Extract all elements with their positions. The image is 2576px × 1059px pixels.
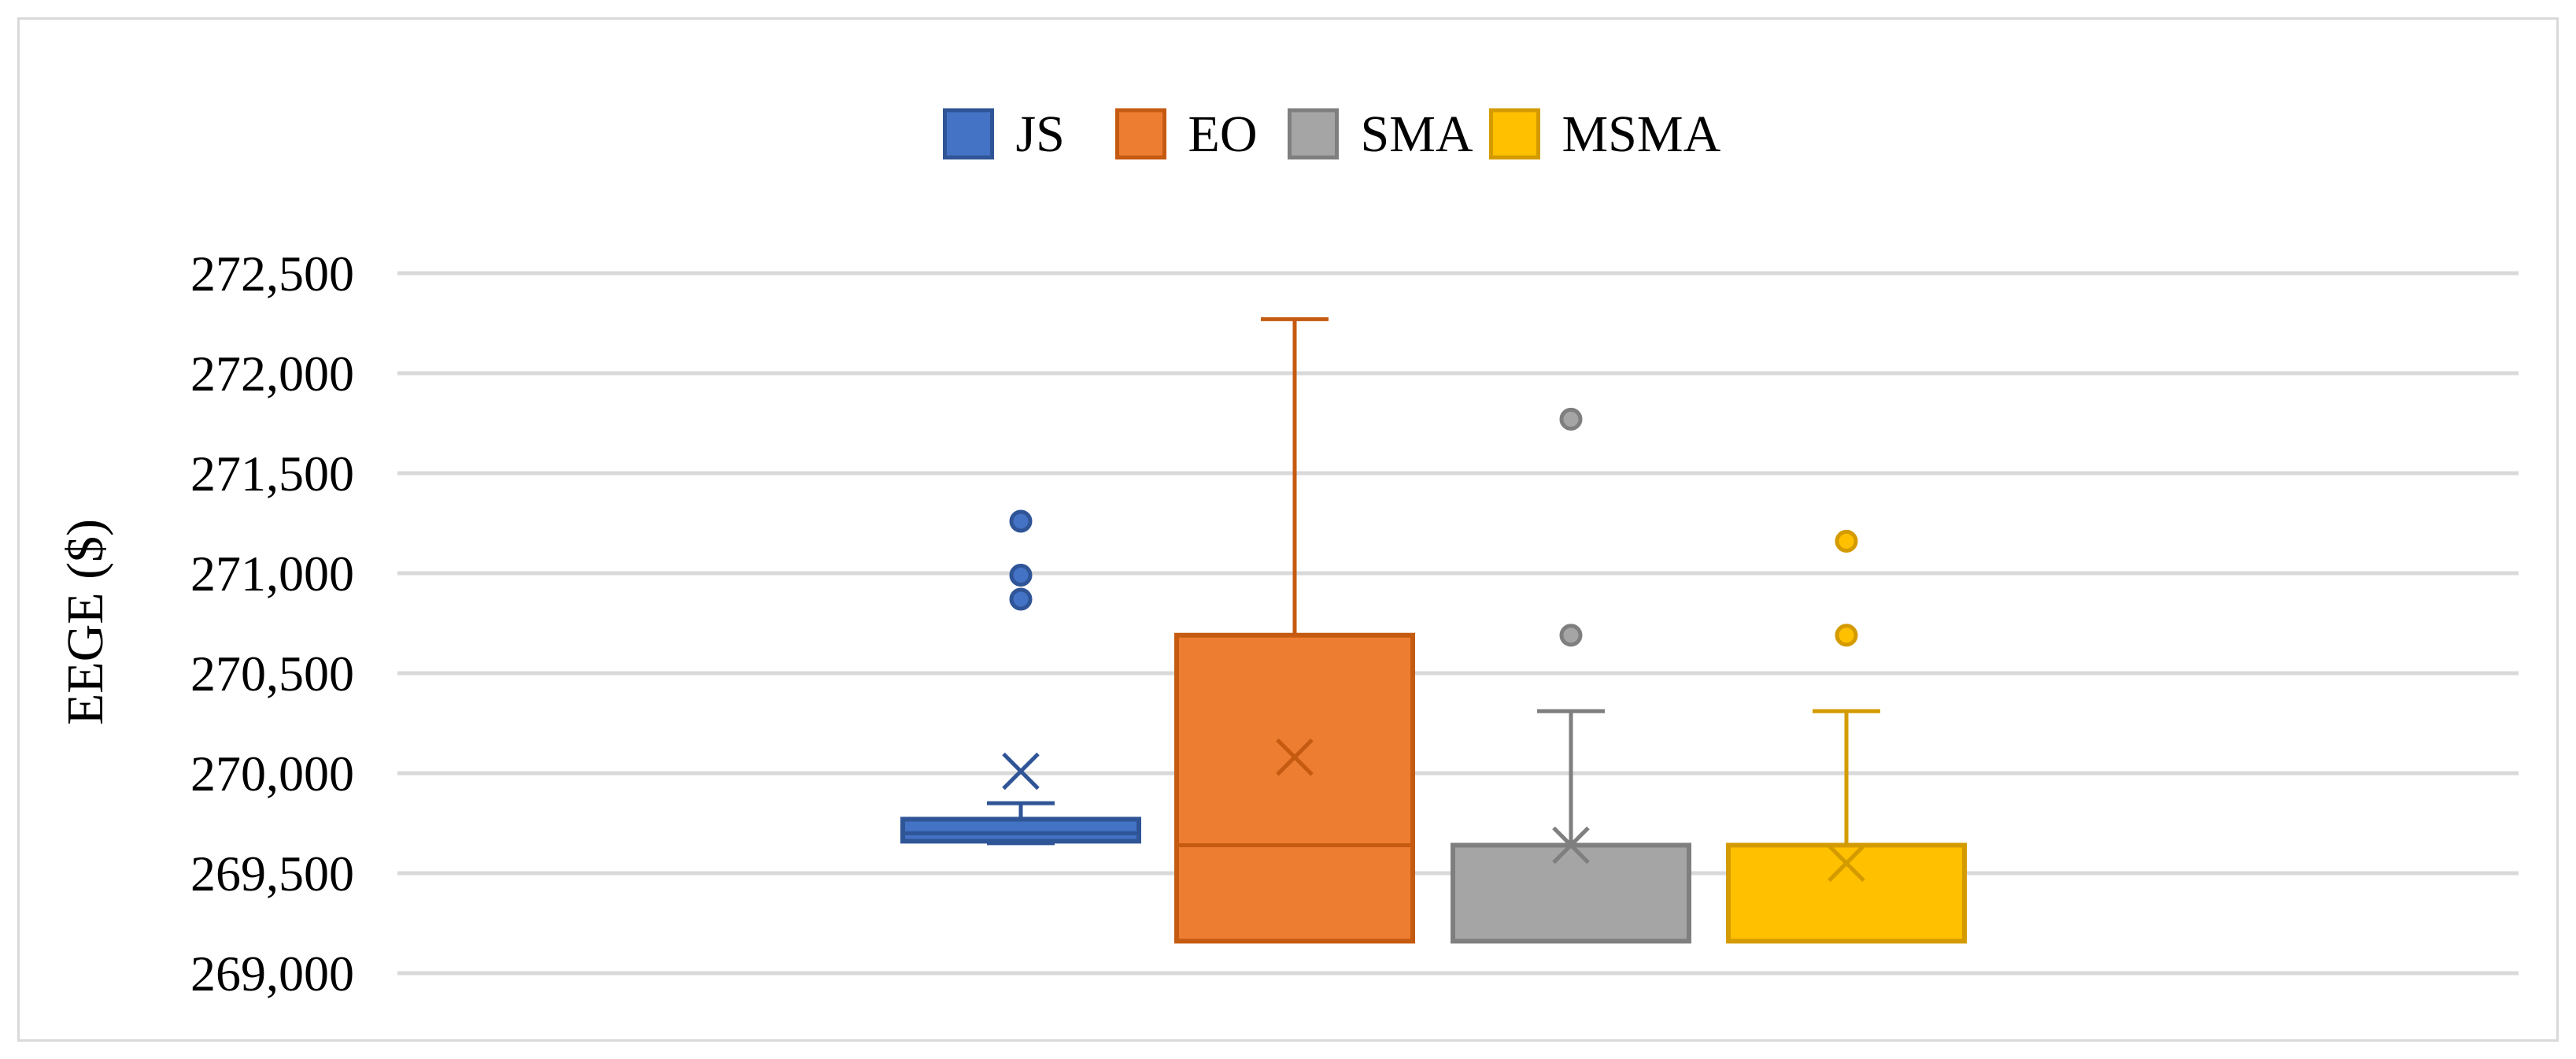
legend-label: EO <box>1188 106 1258 163</box>
legend-swatch <box>1115 108 1166 160</box>
series-eo <box>1174 317 1415 944</box>
legend-item: MSMA <box>1489 106 1721 163</box>
mean-marker <box>1552 826 1590 865</box>
y-tick-label: 269,000 <box>190 946 354 1002</box>
y-axis-tick-labels: 269,000 269,500 270,000 270,500 271,000 271,5… <box>190 246 354 1002</box>
y-tick-label: 271,500 <box>190 446 354 502</box>
legend-label: MSMA <box>1562 106 1721 163</box>
y-tick-label: 272,000 <box>190 346 354 402</box>
outlier-point <box>1835 529 1858 553</box>
plot-area <box>900 317 1967 944</box>
legend-item: EO <box>1115 106 1258 163</box>
y-tick-label: 270,500 <box>190 646 354 702</box>
legend-swatch <box>1288 108 1339 160</box>
outlier-point <box>1559 407 1583 431</box>
series-msma <box>1726 529 1967 944</box>
y-tick-label: 272,500 <box>190 246 354 302</box>
mean-marker <box>1002 752 1040 791</box>
outlier-point <box>1009 564 1033 587</box>
y-tick-label: 269,500 <box>190 846 354 902</box>
mean-marker <box>1828 844 1865 883</box>
legend-item: JS <box>943 106 1065 163</box>
outlier-point <box>1559 624 1583 647</box>
gridlines <box>397 271 2519 976</box>
series-sma <box>1451 407 1691 944</box>
box <box>1451 842 1691 944</box>
legend: JS EO SMA MSMA <box>943 106 1721 163</box>
y-tick-label: 270,000 <box>190 746 354 802</box>
outlier-point <box>1009 509 1033 533</box>
box <box>1174 632 1415 944</box>
legend-swatch <box>943 108 994 160</box>
legend-label: SMA <box>1361 106 1473 163</box>
legend-swatch <box>1489 108 1540 160</box>
legend-item: SMA <box>1288 106 1473 163</box>
y-tick-label: 271,000 <box>190 546 354 602</box>
series-js <box>900 509 1141 846</box>
mean-marker <box>1276 738 1314 776</box>
outlier-point <box>1835 624 1858 647</box>
outlier-point <box>1009 587 1033 611</box>
y-axis-title: EEGE ($) <box>57 519 114 725</box>
legend-label: JS <box>1016 106 1065 163</box>
box <box>900 816 1141 844</box>
box <box>1726 842 1967 944</box>
